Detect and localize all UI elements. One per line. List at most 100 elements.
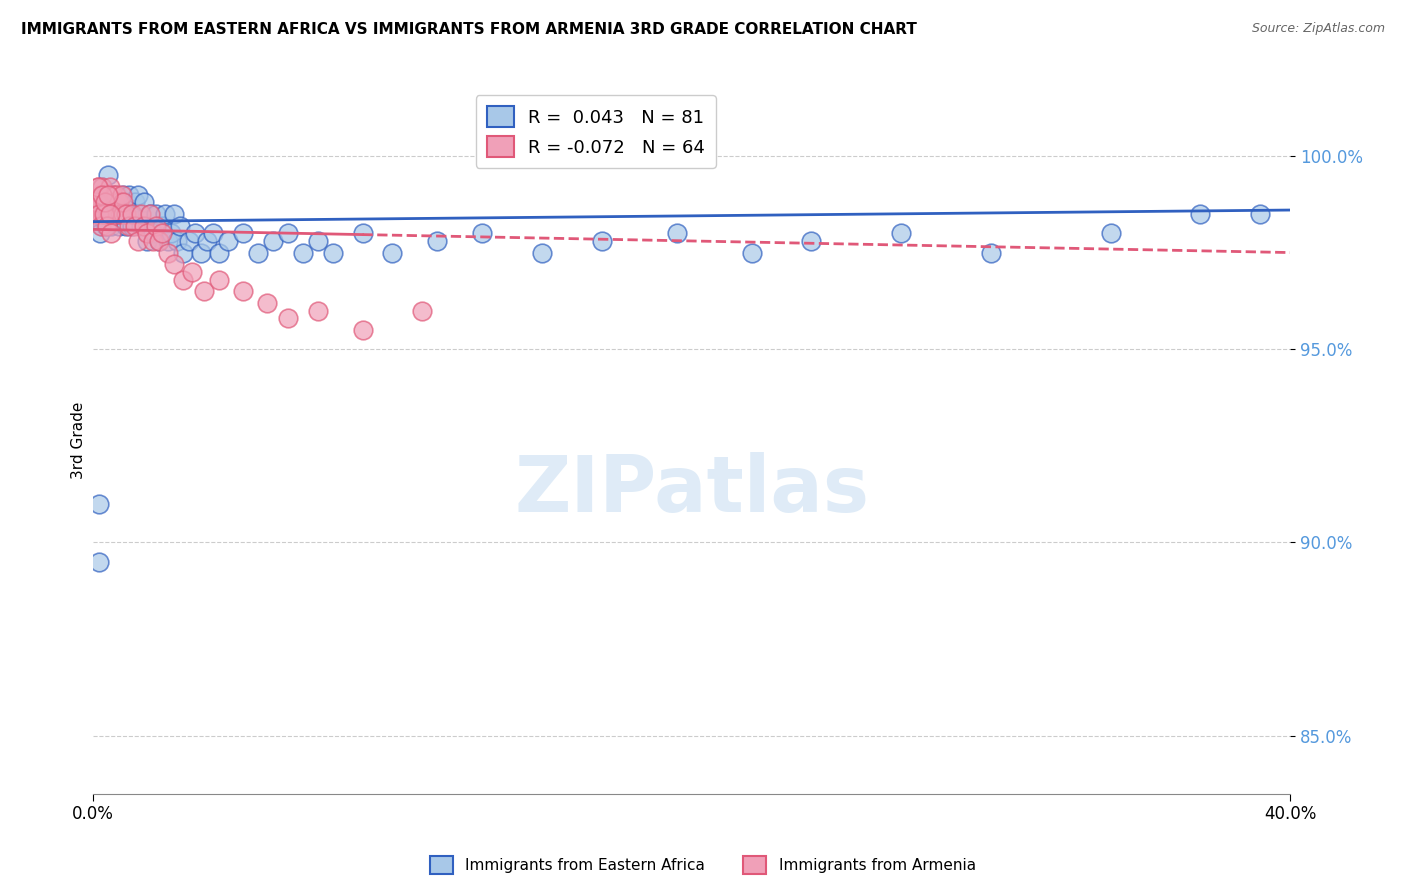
Point	[100, 219, 122, 233]
Point	[84, 207, 107, 221]
Point	[256, 295, 278, 310]
Point	[411, 303, 433, 318]
Point	[193, 284, 215, 298]
Point	[181, 265, 204, 279]
Point	[139, 207, 162, 221]
Point	[89, 226, 111, 240]
Point	[352, 226, 374, 240]
Point	[322, 245, 344, 260]
Point	[169, 219, 191, 233]
Point	[110, 195, 132, 210]
Point	[94, 195, 117, 210]
Point	[87, 195, 110, 210]
Point	[153, 207, 176, 221]
Point	[127, 234, 149, 248]
Point	[90, 219, 112, 233]
Point	[91, 219, 114, 233]
Point	[90, 207, 112, 221]
Point	[86, 195, 108, 210]
Point	[89, 187, 111, 202]
Point	[665, 226, 688, 240]
Point	[104, 187, 127, 202]
Point	[97, 187, 120, 202]
Point	[112, 195, 135, 210]
Point	[98, 207, 121, 221]
Point	[177, 234, 200, 248]
Point	[93, 207, 115, 221]
Point	[145, 219, 167, 233]
Point	[118, 219, 141, 233]
Point	[160, 226, 183, 240]
Y-axis label: 3rd Grade: 3rd Grade	[72, 401, 86, 479]
Point	[89, 555, 111, 569]
Point	[150, 226, 173, 240]
Point	[166, 234, 188, 248]
Point	[107, 219, 129, 233]
Point	[471, 226, 494, 240]
Point	[103, 195, 125, 210]
Point	[277, 226, 299, 240]
Point	[108, 207, 131, 221]
Point	[86, 179, 108, 194]
Point	[291, 245, 314, 260]
Point	[91, 207, 114, 221]
Point	[110, 187, 132, 202]
Point	[172, 272, 194, 286]
Point	[98, 207, 121, 221]
Point	[307, 234, 329, 248]
Point	[163, 207, 186, 221]
Point	[129, 219, 152, 233]
Point	[90, 179, 112, 194]
Point	[112, 207, 135, 221]
Point	[352, 323, 374, 337]
Point	[1099, 226, 1122, 240]
Point	[741, 245, 763, 260]
Point	[208, 245, 231, 260]
Point	[145, 207, 167, 221]
Point	[96, 207, 118, 221]
Point	[156, 234, 179, 248]
Point	[307, 303, 329, 318]
Point	[136, 234, 159, 248]
Point	[83, 207, 105, 221]
Point	[115, 195, 138, 210]
Point	[100, 226, 122, 240]
Point	[1249, 207, 1271, 221]
Point	[121, 207, 143, 221]
Point	[97, 207, 120, 221]
Point	[91, 187, 114, 202]
Point	[89, 207, 111, 221]
Point	[190, 245, 212, 260]
Point	[124, 195, 146, 210]
Point	[89, 497, 111, 511]
Point	[142, 234, 165, 248]
Point	[890, 226, 912, 240]
Point	[172, 245, 194, 260]
Text: IMMIGRANTS FROM EASTERN AFRICA VS IMMIGRANTS FROM ARMENIA 3RD GRADE CORRELATION : IMMIGRANTS FROM EASTERN AFRICA VS IMMIGR…	[21, 22, 917, 37]
Point	[94, 219, 117, 233]
Point	[87, 187, 110, 202]
Point	[89, 207, 111, 221]
Point	[107, 195, 129, 210]
Point	[97, 168, 120, 182]
Point	[91, 187, 114, 202]
Point	[148, 234, 170, 248]
Point	[98, 179, 121, 194]
Point	[86, 207, 108, 221]
Point	[195, 234, 218, 248]
Point	[93, 195, 115, 210]
Point	[208, 272, 231, 286]
Point	[105, 207, 128, 221]
Point	[1189, 207, 1212, 221]
Point	[980, 245, 1002, 260]
Point	[163, 257, 186, 271]
Point	[90, 195, 112, 210]
Point	[105, 187, 128, 202]
Point	[127, 207, 149, 221]
Point	[217, 234, 239, 248]
Legend: R =  0.043   N = 81, R = -0.072   N = 64: R = 0.043 N = 81, R = -0.072 N = 64	[475, 95, 716, 168]
Point	[86, 187, 108, 202]
Point	[97, 195, 120, 210]
Point	[96, 187, 118, 202]
Point	[531, 245, 554, 260]
